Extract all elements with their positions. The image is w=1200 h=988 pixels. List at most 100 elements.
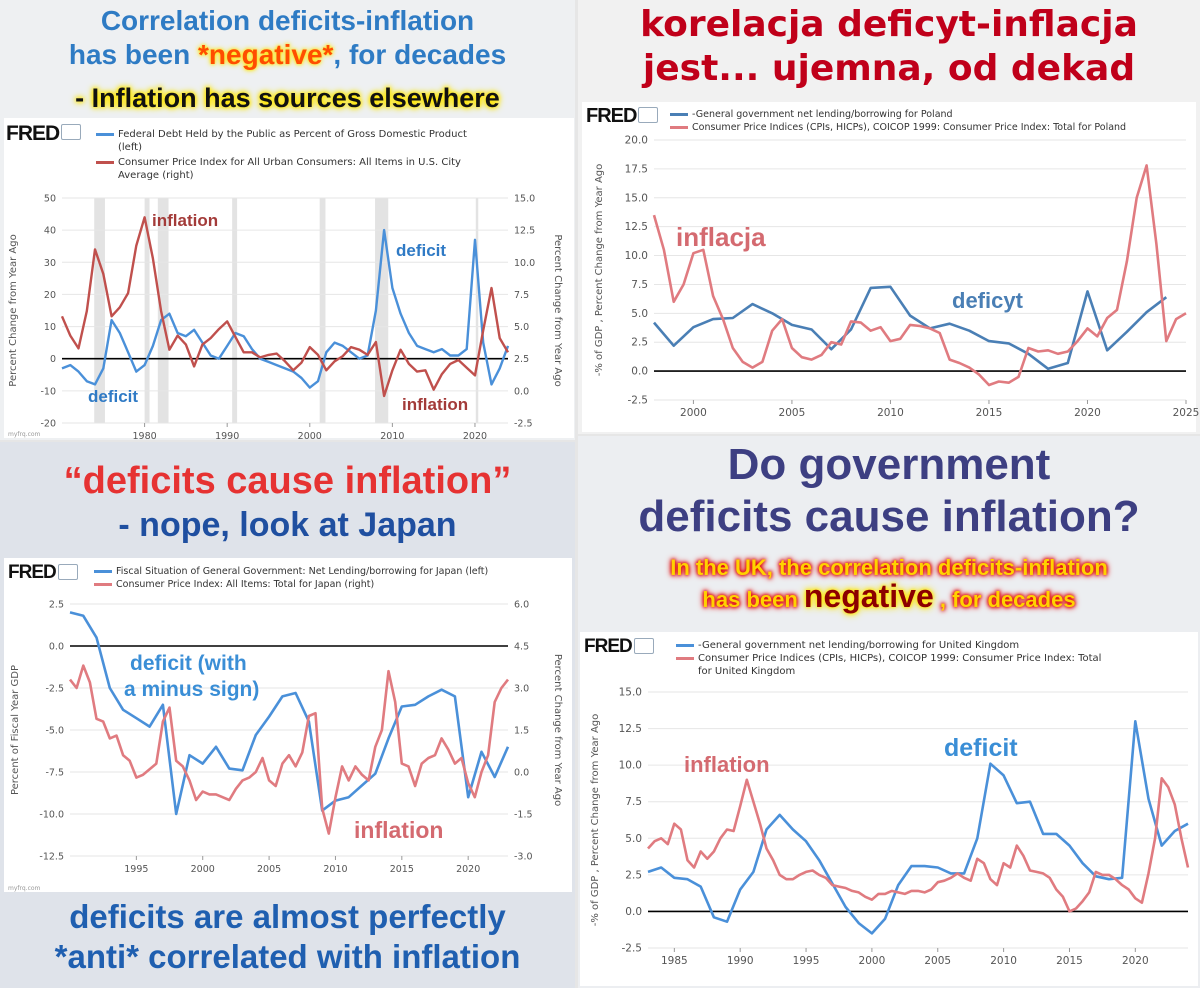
us-legend-item-cpi: Consumer Price Index for All Urban Consu… — [96, 156, 556, 182]
poland-headline-1: korelacja deficyt-inflacja — [640, 4, 1138, 45]
japan-headline-1: “deficits cause inflation” — [63, 460, 512, 502]
uk-headline-1: Do government — [727, 440, 1051, 489]
y-tick-label: 5.0 — [631, 308, 648, 320]
y-tick-label: 7.5 — [625, 796, 642, 808]
legend-swatch — [96, 133, 114, 136]
y2-tick-label: 1.5 — [514, 726, 529, 737]
poland-legend-item-cpi: Consumer Price Indices (CPIs, HICPs), CO… — [670, 121, 1190, 134]
x-tick-label: 2010 — [323, 864, 347, 875]
series-line-1 — [653, 285, 1168, 371]
uk-sub-2-post: , for decades — [933, 587, 1076, 612]
y-tick-label: -12.5 — [39, 852, 64, 863]
poland-fred-logo: FRED — [586, 105, 659, 128]
y2-tick-label: -2.5 — [514, 419, 533, 430]
poland-legend-item-deficit: -General government net lending/borrowin… — [670, 108, 1190, 121]
y-tick-label: 7.5 — [631, 279, 648, 291]
y2-tick-label: 7.5 — [514, 290, 529, 301]
y2-tick-label: 2.5 — [514, 354, 529, 365]
japan-chart-box: FRED Fiscal Situation of General Governm… — [4, 558, 572, 892]
poland-chart-box: FRED -General government net lending/bor… — [582, 102, 1199, 432]
x-tick-label: 2000 — [859, 955, 886, 967]
annotation-deficit-1: deficit (with — [130, 652, 247, 675]
recession-band — [144, 198, 150, 423]
y-tick-label: 10.0 — [619, 760, 642, 772]
x-tick-label: 2020 — [1074, 407, 1101, 419]
annotation-deficit-2: a minus sign) — [124, 678, 259, 701]
legend-swatch — [94, 570, 112, 573]
japan-fred-logo: FRED — [8, 562, 78, 584]
fred-chart-icon — [61, 124, 82, 140]
recession-band — [157, 198, 169, 423]
x-tick-label: 1990 — [727, 955, 754, 967]
annotation-deficit-left: deficit — [88, 387, 138, 406]
y-tick-label: 2.5 — [49, 600, 64, 611]
y-tick-label: 0 — [50, 354, 56, 365]
japan-headline-2: - nope, look at Japan — [118, 506, 457, 544]
japan-panel: “deficits cause inflation” - nope, look … — [0, 442, 575, 988]
y2-tick-label: 5.0 — [514, 322, 529, 333]
y-axis-label: Percent Change from Year Ago — [8, 234, 19, 386]
us-chart: 50403020100-10-2015.012.510.07.55.02.50.… — [8, 194, 563, 441]
y2-tick-label: 0.0 — [514, 768, 529, 779]
x-tick-label: 1995 — [793, 955, 820, 967]
poland-panel: korelacja deficyt-inflacja jest... ujemn… — [578, 0, 1200, 434]
x-tick-label: 2000 — [298, 431, 322, 440]
y-tick-label: -7.5 — [45, 768, 64, 779]
japan-legend-item-cpi: Consumer Price Index: All Items: Total f… — [94, 578, 564, 591]
x-tick-label: 2025 — [1173, 407, 1200, 419]
legend-swatch — [670, 126, 688, 129]
uk-fred-logo: FRED — [584, 636, 654, 658]
series-line-2 — [652, 164, 1187, 387]
y-tick-label: -2.5 — [45, 684, 64, 695]
uk-chart-box: FRED -General government net lending/bor… — [580, 632, 1198, 986]
x-tick-label: 2010 — [877, 407, 904, 419]
us-headline-negative: *negative* — [198, 39, 334, 70]
x-tick-label: 2015 — [390, 864, 414, 875]
us-subhead: - Inflation has sources elsewhere — [75, 83, 500, 113]
annotation-inflation-bottom: inflation — [402, 395, 468, 414]
y-tick-label: 15.0 — [619, 687, 642, 699]
y2-axis-label: Percent Change from Year Ago — [552, 234, 563, 386]
annotation-inflacja: inflacja — [676, 222, 766, 252]
y-tick-label: 0.0 — [631, 366, 648, 378]
uk-chart: 15.0 12.5 10.0 7.5 5.0 2.5 0.0 -2.5 1985 1990 1995… — [590, 687, 1190, 967]
y-tick-label: -2.5 — [628, 395, 649, 407]
y-tick-label: 0.0 — [49, 642, 64, 653]
y-axis-label: -% of GDP , Percent Change from Year Ago — [594, 164, 605, 377]
legend-swatch — [96, 161, 114, 164]
us-panel: Correlation deficits-inflation has been … — [0, 0, 575, 440]
y-axis-label: -% of GDP , Percent Change from Year Ago — [590, 714, 601, 927]
series-line-2 — [647, 777, 1190, 913]
y2-tick-label: 12.5 — [514, 226, 535, 237]
x-tick-label: 2020 — [463, 431, 487, 440]
y2-tick-label: 6.0 — [514, 600, 529, 611]
us-headline-1: Correlation deficits-inflation — [100, 5, 475, 36]
y2-tick-label: 15.0 — [514, 194, 535, 205]
x-tick-label: 1995 — [124, 864, 148, 875]
credit-text: myfrq.com — [8, 431, 41, 438]
series-line-1 — [69, 611, 510, 816]
y-tick-label: 40 — [44, 226, 56, 237]
y-tick-label: 0.0 — [625, 906, 642, 918]
y-tick-label: 30 — [44, 258, 56, 269]
annotation-inflation: inflation — [354, 817, 443, 843]
uk-sub-1: In the UK, the correlation deficits-infl… — [670, 555, 1108, 580]
uk-sub-2: has been negative , for decades — [578, 579, 1200, 614]
x-tick-label: 2015 — [976, 407, 1003, 419]
x-tick-label: 2020 — [1122, 955, 1149, 967]
recession-band — [319, 198, 326, 423]
fred-chart-icon — [638, 107, 659, 123]
japan-footer-1: deficits are almost perfectly — [69, 898, 506, 935]
x-tick-label: 1980 — [132, 431, 156, 440]
series-line-2 — [60, 216, 510, 398]
x-tick-label: 2015 — [1056, 955, 1083, 967]
y-tick-label: 10 — [44, 322, 56, 333]
japan-footer-2: *anti* correlated with inflation — [54, 938, 521, 975]
uk-legend: -General government net lending/borrowin… — [676, 639, 1176, 678]
x-tick-label: 1990 — [215, 431, 239, 440]
y-tick-label: -5.0 — [45, 726, 64, 737]
y-tick-label: -2.5 — [622, 943, 643, 955]
uk-legend-item-deficit: -General government net lending/borrowin… — [676, 639, 1176, 652]
y-tick-label: 20.0 — [625, 135, 648, 147]
fred-chart-icon — [633, 638, 654, 654]
